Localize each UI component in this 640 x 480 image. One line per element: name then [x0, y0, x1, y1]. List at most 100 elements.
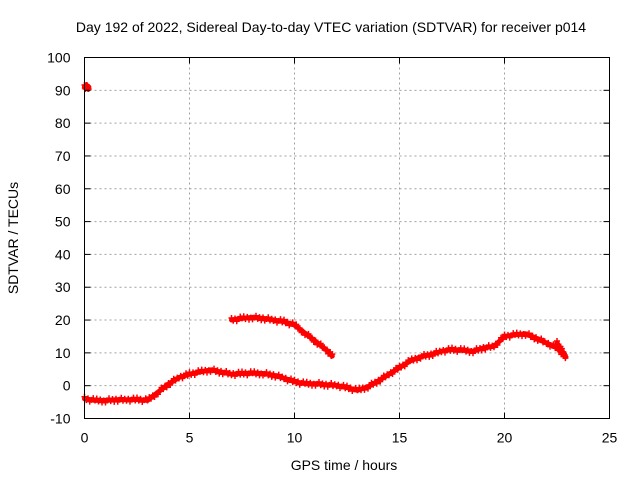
data-point [382, 374, 389, 381]
data-point [329, 351, 336, 358]
data-point [296, 325, 303, 332]
data-point [282, 374, 289, 381]
plot-frame [84, 57, 610, 419]
data-point [284, 318, 291, 325]
y-tick-label: -10 [50, 411, 70, 427]
data-point [324, 346, 331, 353]
data-point [293, 321, 300, 328]
y-tick-label: 30 [55, 279, 71, 295]
data-point [398, 364, 405, 371]
y-tick-label: 60 [55, 181, 71, 197]
data-point [137, 395, 144, 402]
data-point [167, 381, 174, 388]
data-point [317, 340, 324, 347]
y-tick-label: 0 [63, 378, 71, 394]
data-point [260, 314, 266, 321]
data-point [305, 330, 312, 337]
y-tick-label: 20 [55, 312, 71, 328]
y-tick-label: 40 [55, 246, 71, 262]
data-point [85, 395, 91, 402]
y-tick-label: 90 [55, 82, 71, 98]
x-tick-label: 10 [287, 430, 303, 446]
data-point [265, 314, 272, 321]
data-point [328, 380, 335, 387]
data-point [426, 353, 433, 360]
data-point [491, 344, 497, 351]
data-point [538, 335, 545, 342]
y-tick-label: 50 [55, 214, 71, 230]
data-point [172, 377, 179, 384]
data-point [184, 372, 191, 379]
data-point [340, 381, 347, 388]
data-point [169, 378, 175, 385]
data-point [401, 363, 408, 370]
data-point [464, 346, 471, 353]
data-point [160, 386, 167, 393]
data-point [253, 312, 259, 319]
data-point [394, 366, 401, 373]
data-point [386, 372, 392, 379]
grid [84, 57, 610, 419]
axis-ticks: 0 5 10 15 20 25 -10 0 10 20 30 40 50 60 70 80 90 100 [47, 50, 617, 446]
chart-title: Day 192 of 2022, Sidereal Day-to-day VTE… [76, 19, 586, 35]
y-axis-label: SDTVAR / TECUs [5, 182, 21, 294]
data-point [403, 360, 410, 367]
data-point [379, 375, 385, 382]
data-point [344, 382, 350, 389]
data-point [275, 371, 282, 378]
data-point [545, 339, 552, 346]
data-point [144, 397, 151, 404]
data-point [211, 365, 217, 372]
data-point [272, 316, 279, 323]
data-point [496, 338, 503, 345]
data-point [300, 328, 307, 335]
data-point [449, 344, 455, 351]
data-point [218, 367, 224, 374]
data-point [288, 375, 294, 382]
data-point [151, 393, 158, 400]
x-tick-label: 25 [602, 430, 618, 446]
data-point [562, 355, 569, 362]
data-point [461, 345, 468, 352]
y-tick-label: 10 [55, 345, 71, 361]
data-point [309, 334, 315, 341]
y-tick-label: 100 [47, 50, 71, 66]
x-tick-label: 5 [186, 430, 194, 446]
data-point [323, 347, 329, 354]
y-tick-label: 70 [55, 148, 71, 164]
data-point [478, 347, 485, 354]
data-point [377, 378, 384, 385]
data-point [312, 337, 319, 344]
x-tick-label: 0 [81, 430, 89, 446]
x-axis-label: GPS time / hours [291, 457, 398, 473]
data-point [134, 394, 140, 401]
data-point [155, 391, 161, 398]
data-point [156, 387, 163, 394]
data-point [254, 369, 261, 376]
data-point [223, 368, 230, 375]
data-point [316, 379, 322, 386]
x-tick-label: 20 [497, 430, 513, 446]
data-point [291, 376, 298, 383]
data-points [81, 82, 569, 406]
data-point [373, 380, 380, 387]
data-point [347, 384, 354, 391]
y-tick-label: 80 [55, 115, 71, 131]
data-point [148, 395, 154, 402]
data-point [526, 330, 532, 337]
data-point [163, 384, 170, 391]
x-tick-label: 15 [392, 430, 408, 446]
data-point [270, 371, 277, 378]
data-point [281, 316, 287, 323]
data-point [533, 334, 539, 341]
data-point [389, 371, 396, 378]
data-point [391, 367, 398, 374]
data-point [295, 378, 301, 385]
data-point [323, 380, 329, 387]
data-point [326, 349, 333, 356]
data-point [494, 342, 501, 349]
data-point [85, 86, 92, 93]
data-point [452, 345, 459, 352]
data-point [529, 332, 536, 339]
